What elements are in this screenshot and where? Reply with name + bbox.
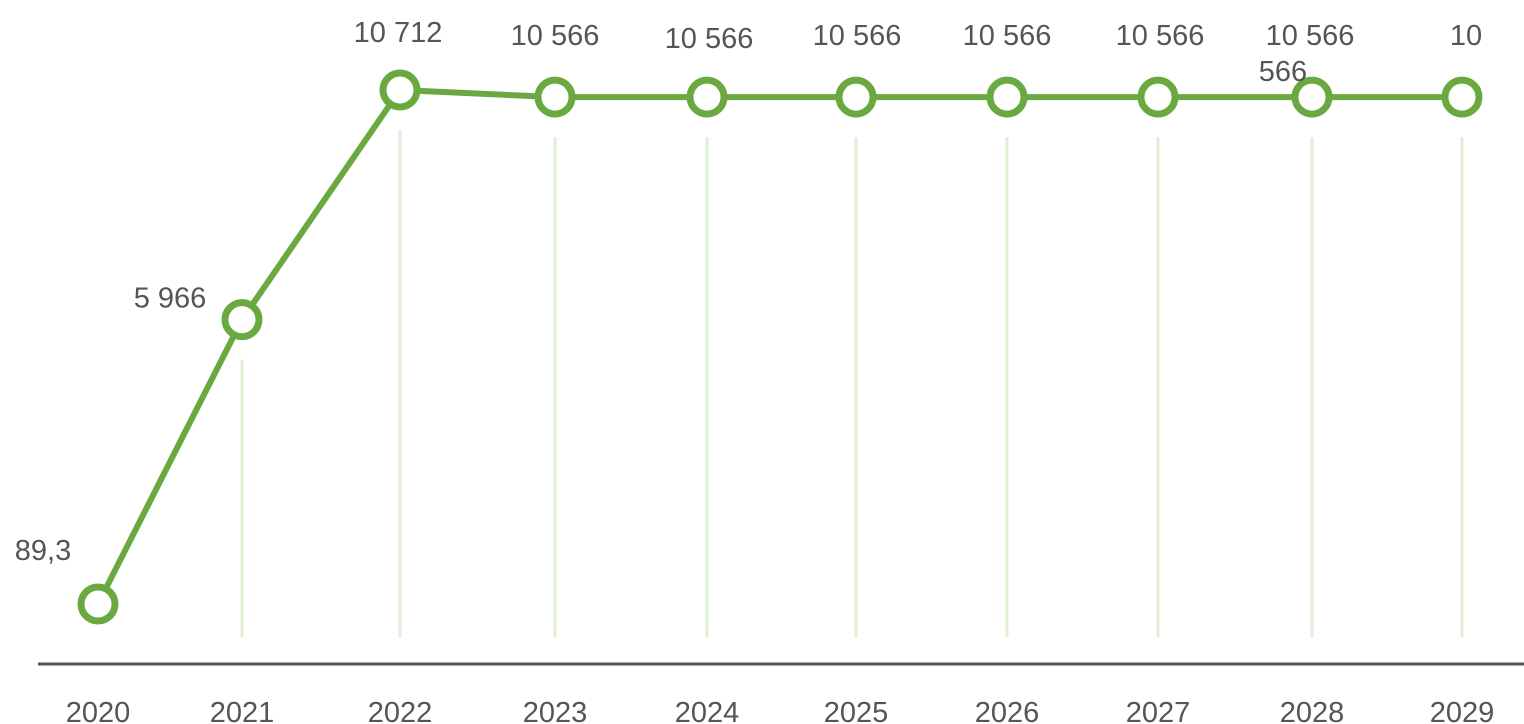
- data-label-2024: 10 566: [665, 23, 754, 55]
- x-tick-label-2024: 2024: [675, 697, 740, 724]
- marker-2023: [534, 76, 576, 118]
- x-tick-label-2027: 2027: [1126, 697, 1191, 724]
- data-label-2027: 10 566: [1116, 20, 1205, 52]
- data-label-2026: 10 566: [963, 20, 1052, 52]
- marker-2029: [1441, 76, 1483, 118]
- marker-2025: [835, 76, 877, 118]
- series-line-group: [95, 87, 1465, 607]
- data-label-2028: 10 566: [1266, 20, 1355, 52]
- x-tick-label-2023: 2023: [523, 697, 588, 724]
- data-label-2022: 10 712: [354, 17, 443, 49]
- marker-2028: [1291, 76, 1333, 118]
- markers-group: [77, 69, 1483, 625]
- tick-labels-group: 2020 2021 2022 2023 2024 2025 2026 2027 2028 2029: [66, 697, 1495, 724]
- x-tick-label-2028: 2028: [1280, 697, 1345, 724]
- marker-2026: [986, 76, 1028, 118]
- x-tick-label-2020: 2020: [66, 697, 131, 724]
- marker-2020: [77, 583, 119, 625]
- x-tick-label-2021: 2021: [210, 697, 275, 724]
- x-tick-label-2025: 2025: [824, 697, 889, 724]
- data-label-2028-line2: 566: [1259, 56, 1307, 88]
- marker-2021: [221, 299, 263, 341]
- marker-2027: [1137, 76, 1179, 118]
- data-label-2025: 10 566: [813, 20, 902, 52]
- data-labels-group: 89,3 5 966 10 712 10 566 10 566 10 566 10 566 1…: [15, 17, 1482, 567]
- data-label-2021: 5 966: [134, 283, 207, 315]
- data-label-2020: 89,3: [15, 535, 71, 567]
- x-tick-label-2026: 2026: [975, 697, 1040, 724]
- x-tick-label-2022: 2022: [368, 697, 433, 724]
- data-label-2023: 10 566: [511, 20, 600, 52]
- drop-lines: [240, 130, 1464, 637]
- series-line: [95, 87, 1465, 607]
- marker-2024: [686, 76, 728, 118]
- x-tick-label-2029: 2029: [1430, 697, 1495, 724]
- data-label-2029: 10: [1450, 20, 1482, 52]
- marker-2022: [379, 69, 421, 111]
